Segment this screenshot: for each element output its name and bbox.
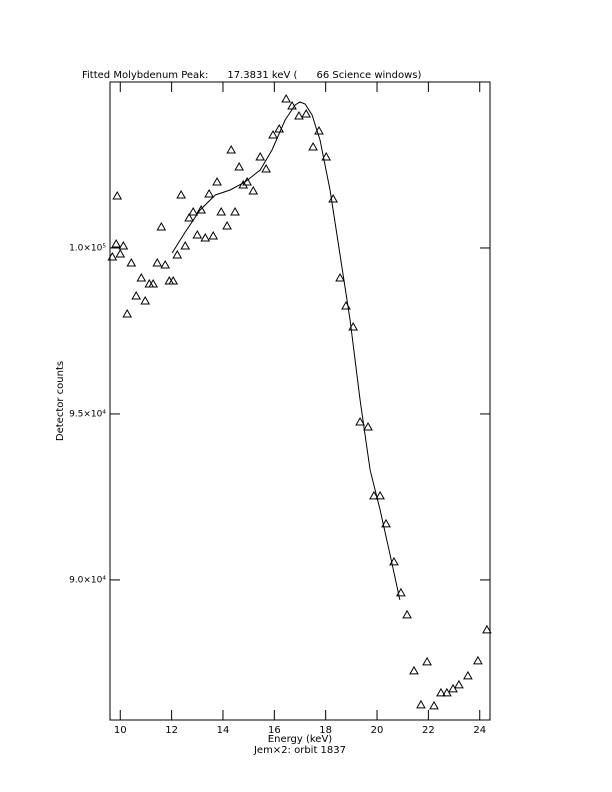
data-point: [248, 185, 259, 195]
data-point: [212, 176, 222, 186]
data-point: [222, 220, 232, 230]
data-point: [402, 609, 412, 619]
data-point: [255, 151, 266, 161]
data-point: [422, 656, 432, 666]
data-point: [448, 683, 458, 693]
x-tick-label: 22: [422, 725, 435, 736]
x-axis-label: Energy (keV): [268, 734, 333, 745]
data-point: [208, 230, 219, 240]
data-point: [416, 699, 426, 709]
data-point: [131, 290, 142, 300]
data-point: [216, 206, 227, 216]
data-point: [482, 624, 492, 634]
data-point: [156, 221, 167, 231]
x-tick-label: 20: [371, 725, 384, 736]
x-tick-label: 18: [319, 725, 332, 736]
data-point: [436, 687, 446, 697]
data-point: [226, 144, 237, 154]
y-axis-label: Detector counts: [55, 361, 66, 441]
data-point: [118, 240, 129, 250]
data-point: [375, 490, 385, 500]
data-point: [369, 490, 379, 500]
fit-line: [171, 101, 401, 601]
data-point: [301, 108, 312, 118]
subtitle: Jem×2: orbit 1837: [253, 745, 346, 756]
chart-title: Fitted Molybdenum Peak: 17.3831 keV ( 66…: [82, 70, 422, 81]
data-point: [355, 416, 365, 426]
data-point: [188, 206, 199, 216]
data-point: [294, 110, 304, 120]
data-point: [172, 249, 183, 259]
data-point: [200, 232, 211, 242]
data-point: [308, 141, 318, 151]
data-point: [454, 679, 464, 689]
data-point: [341, 300, 351, 310]
data-point: [152, 257, 163, 267]
x-tick-label: 16: [268, 725, 281, 736]
data-point: [463, 670, 473, 680]
y-tick-label: 1.0×10⁵: [69, 243, 106, 253]
data-point: [429, 700, 439, 710]
data-point: [115, 248, 126, 258]
data-point: [160, 259, 171, 269]
data-point: [204, 188, 214, 198]
data-point: [328, 193, 338, 203]
data-point: [396, 587, 406, 597]
x-tick-label: 14: [217, 725, 230, 736]
data-point: [230, 206, 240, 216]
y-tick-label: 9.0×10⁴: [69, 575, 106, 585]
data-point: [335, 272, 345, 282]
data-point: [107, 251, 118, 261]
data-point: [242, 176, 252, 186]
data-point: [473, 655, 483, 665]
data-point: [261, 163, 271, 173]
data-point: [192, 229, 203, 239]
data-point: [111, 238, 122, 248]
data-point: [234, 161, 245, 171]
data-point: [112, 190, 123, 200]
data-point: [176, 189, 186, 199]
y-tick-label: 9.5×10⁴: [69, 409, 106, 419]
data-point: [281, 93, 291, 103]
data-point: [321, 151, 332, 161]
data-point: [268, 129, 278, 139]
data-point: [409, 665, 419, 675]
data-point: [122, 308, 133, 318]
plot-frame: [109, 81, 491, 721]
x-tick-label: 24: [473, 725, 486, 736]
x-tick-label: 12: [165, 725, 178, 736]
data-point: [148, 278, 158, 288]
x-tick-label: 10: [114, 725, 127, 736]
data-point: [168, 275, 179, 285]
data-point: [126, 257, 137, 267]
data-point: [140, 295, 151, 305]
data-point: [363, 421, 373, 431]
data-point: [196, 204, 207, 214]
data-point: [184, 212, 194, 222]
data-point: [180, 240, 191, 250]
data-point: [381, 518, 391, 528]
data-point: [136, 272, 147, 282]
